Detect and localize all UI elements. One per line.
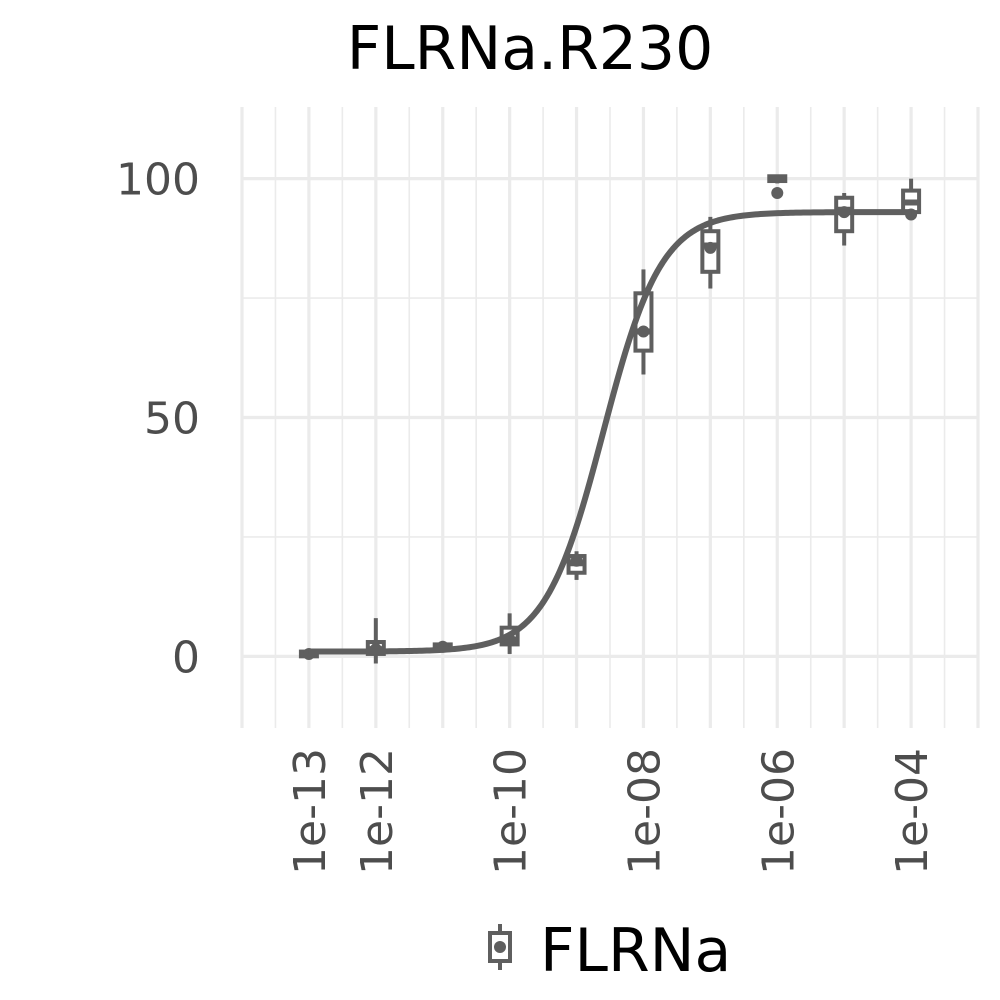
x-tick-label: 1e-08 [619,748,670,875]
mean-point [771,186,784,199]
box-group [901,178,922,221]
box-group [767,174,788,199]
y-tick-label: 0 [172,632,200,683]
chart-title: FLRNa.R230 [347,14,714,84]
fit-curve-layer [308,209,912,655]
x-tick-label: 1e-12 [352,748,403,875]
box-group [700,216,721,289]
y-tick-label: 50 [144,394,200,445]
legend-key-icon [488,924,512,970]
legend-point [494,941,506,953]
box-group [566,551,587,580]
gridlines [240,107,980,728]
box-group [834,192,855,246]
x-tick-label: 1e-04 [887,748,938,875]
fit-curve [308,209,912,655]
mean-point [570,554,583,567]
y-tick-label: 100 [116,155,200,206]
mean-point [637,325,650,338]
x-tick-label: 1e-13 [285,748,336,875]
mean-point [704,241,717,254]
legend-label: FLRNa [540,916,731,986]
y-axis-tick-labels: 0 50 100 [116,155,200,684]
x-tick-label: 1e-10 [486,748,537,875]
legend: FLRNa [488,916,731,986]
x-tick-label: 1e-06 [753,748,804,875]
x-axis-tick-labels: 1e-13 1e-12 1e-10 1e-08 1e-06 1e-04 [285,748,938,875]
